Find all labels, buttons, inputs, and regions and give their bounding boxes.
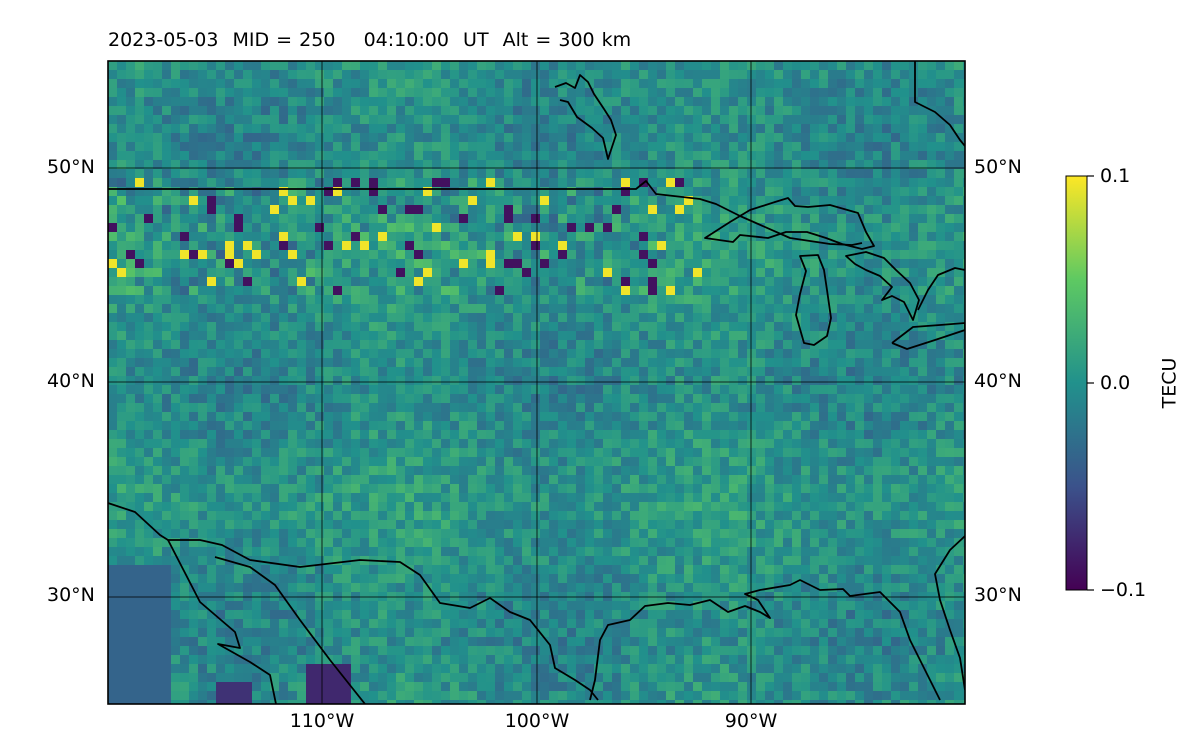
gulf-coast	[589, 579, 941, 701]
gridlines	[108, 61, 965, 704]
colorbar-tick-min: −0.1	[1100, 579, 1147, 601]
lat-label-30-right: 30°N	[974, 584, 1022, 606]
title-time-unit: UT	[463, 29, 489, 51]
lake-ontario	[917, 267, 965, 311]
colorbar-tick-max: 0.1	[1100, 165, 1131, 187]
colorbar-tick-mid: 0.0	[1100, 372, 1131, 394]
lat-label-50-left: 50°N	[47, 156, 95, 178]
baja-coast	[214, 556, 366, 704]
lat-label-50-right: 50°N	[974, 156, 1022, 178]
map-frame	[107, 60, 966, 705]
lat-label-30-left: 30°N	[47, 584, 95, 606]
hudson-bay-coast	[554, 74, 617, 160]
colorbar-label: TECU	[1158, 357, 1181, 409]
lon-label-100w: 100°W	[504, 710, 570, 732]
title-altitude: Alt = 300 km	[502, 29, 632, 51]
title-mid: MID = 250	[232, 29, 336, 51]
us-canada-border	[108, 180, 863, 246]
lake-superior	[704, 197, 875, 250]
baja-inner-coast	[167, 539, 277, 704]
lon-label-90w: 90°W	[724, 710, 778, 732]
canada-east-coast	[914, 61, 965, 147]
coastlines	[108, 61, 965, 704]
florida-atlantic-coast	[934, 535, 965, 691]
plot-title: 2023-05-03 MID = 250 04:10:00 UT Alt = 3…	[108, 31, 631, 50]
lat-label-40-left: 40°N	[47, 370, 95, 392]
lon-label-110w: 110°W	[289, 710, 355, 732]
lat-label-40-right: 40°N	[974, 370, 1022, 392]
us-mexico-border	[108, 502, 599, 701]
lake-erie	[891, 322, 965, 350]
title-date: 2023-05-03	[108, 29, 219, 51]
colorbar-gradient	[1065, 175, 1088, 591]
tec-cells	[108, 61, 965, 704]
colorbar	[1065, 175, 1094, 591]
title-time: 04:10:00	[363, 29, 449, 51]
lake-michigan	[795, 254, 832, 346]
lake-huron	[845, 251, 920, 321]
